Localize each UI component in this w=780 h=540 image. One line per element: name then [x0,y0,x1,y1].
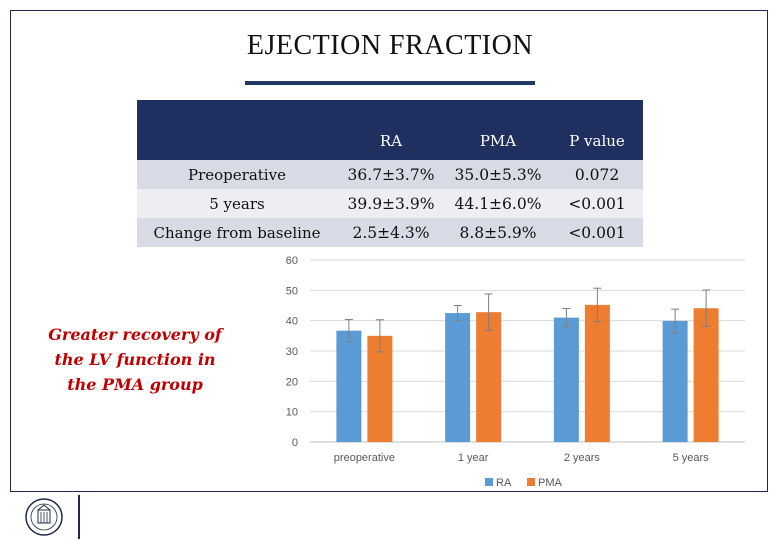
table-cell: 35.0±5.3% [445,160,551,189]
x-tick-label: 5 years [673,452,710,464]
x-tick-label: preoperative [334,452,395,464]
table-cell: 2.5±4.3% [337,218,445,247]
title-underline [245,81,535,85]
university-seal-icon [25,498,63,536]
table-header-cell: P value [551,100,643,160]
ejection-fraction-bar-chart: 0 10 20 30 40 50 60 preoperative 1 year 2 years 5 … [286,255,745,489]
bar-ra [553,317,579,442]
legend-label: RA [496,477,512,489]
table-row-label: Change from baseline [137,218,337,247]
footer-divider [78,495,80,539]
bar-ra [336,330,362,442]
legend-swatch [527,478,535,486]
table-cell: <0.001 [551,189,643,218]
bar-ra [662,320,688,442]
note-line: the PMA group [67,375,203,394]
table-cell: 8.8±5.9% [445,218,551,247]
table-cell: 39.9±3.9% [337,189,445,218]
y-tick-label: 50 [286,285,298,297]
note-line: Greater recovery of [48,325,222,344]
y-tick-label: 60 [286,255,298,267]
table-header-row: RA PMA P value [137,100,643,160]
table-row-label: 5 years [137,189,337,218]
ejection-fraction-table: RA PMA P value Preoperative 36.7±3.7% 35… [137,100,643,247]
table-header-cell [137,100,337,160]
table-cell: <0.001 [551,218,643,247]
table-cell: 36.7±3.7% [337,160,445,189]
table-cell: 44.1±6.0% [445,189,551,218]
bar-pma [693,308,719,442]
y-tick-label: 20 [286,376,298,388]
bar-pma [584,304,610,442]
table-row: Preoperative 36.7±3.7% 35.0±5.3% 0.072 [137,160,643,189]
note-line: the LV function in [54,350,216,369]
y-tick-label: 0 [292,437,298,449]
y-tick-label: 40 [286,316,298,328]
table-row-label: Preoperative [137,160,337,189]
table-header-cell: PMA [445,100,551,160]
x-tick-label: 2 years [564,452,601,464]
key-finding-note: Greater recovery of the LV function in t… [30,322,240,397]
y-tick-label: 30 [286,346,298,358]
bar-pma [367,335,393,442]
slide-frame [10,10,768,492]
table-header-cell: RA [337,100,445,160]
slide-title: EJECTION FRACTION [246,30,534,61]
x-tick-label: 1 year [458,452,489,464]
legend-swatch [485,478,493,486]
table-row: 5 years 39.9±3.9% 44.1±6.0% <0.001 [137,189,643,218]
bar-pma [476,312,502,442]
y-tick-label: 10 [286,407,298,419]
legend-label: PMA [538,477,563,489]
table-cell: 0.072 [551,160,643,189]
bar-ra [445,313,471,442]
table-row: Change from baseline 2.5±4.3% 8.8±5.9% <… [137,218,643,247]
